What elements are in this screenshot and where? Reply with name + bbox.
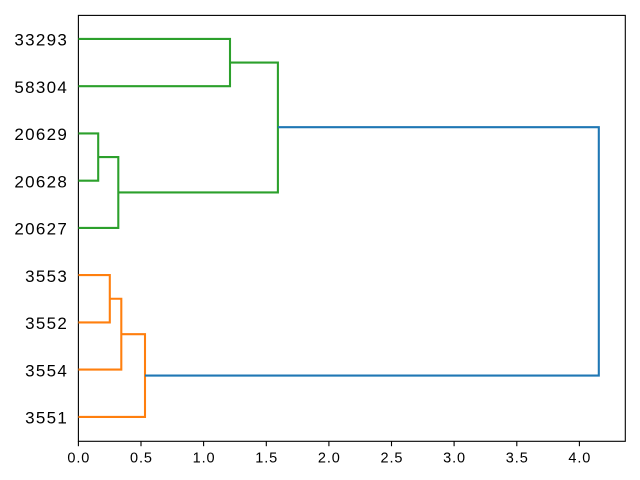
- svg-text:20627: 20627: [14, 220, 68, 239]
- svg-text:3.5: 3.5: [506, 451, 529, 467]
- svg-text:58304: 58304: [14, 78, 68, 97]
- svg-text:3551: 3551: [25, 409, 68, 428]
- svg-text:33293: 33293: [14, 31, 68, 50]
- svg-text:1.0: 1.0: [193, 451, 216, 467]
- svg-text:20629: 20629: [14, 125, 68, 144]
- svg-text:4.0: 4.0: [568, 451, 591, 467]
- svg-text:0.5: 0.5: [130, 451, 153, 467]
- svg-text:3554: 3554: [25, 361, 68, 380]
- svg-text:2.0: 2.0: [318, 451, 341, 467]
- svg-text:0.0: 0.0: [67, 451, 90, 467]
- svg-text:3.0: 3.0: [443, 451, 466, 467]
- svg-text:3553: 3553: [25, 267, 68, 286]
- svg-text:3552: 3552: [25, 314, 68, 333]
- svg-text:1.5: 1.5: [255, 451, 278, 467]
- svg-text:20628: 20628: [14, 172, 68, 191]
- svg-text:2.5: 2.5: [381, 451, 404, 467]
